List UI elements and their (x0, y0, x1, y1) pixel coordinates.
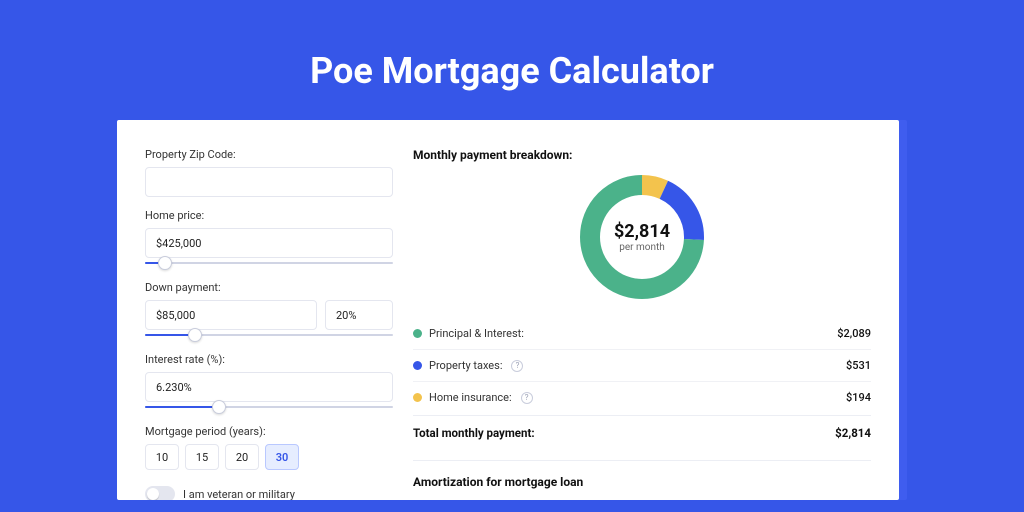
rate-slider[interactable] (145, 401, 393, 413)
zip-group: Property Zip Code: (145, 148, 393, 197)
total-label: Total monthly payment: (413, 426, 535, 440)
legend-dot-icon (413, 393, 422, 402)
legend-row-0: Principal & Interest: $2,089 (413, 318, 871, 350)
down-payment-input[interactable] (145, 300, 317, 330)
donut-wrap: $2,814 per month (413, 174, 871, 300)
legend-label: Property taxes: (429, 359, 502, 372)
down-payment-label: Down payment: (145, 281, 393, 294)
info-icon[interactable]: ? (511, 360, 523, 372)
legend-row-1: Property taxes:? $531 (413, 350, 871, 382)
veteran-toggle[interactable] (145, 486, 175, 500)
legend-dot-icon (413, 361, 422, 370)
down-payment-group: Down payment: (145, 281, 393, 341)
legend-row-2: Home insurance:? $194 (413, 382, 871, 413)
zip-label: Property Zip Code: (145, 148, 393, 161)
legend-value: $194 (846, 391, 871, 404)
info-icon[interactable]: ? (521, 392, 533, 404)
legend-label: Home insurance: (429, 391, 512, 404)
down-payment-pct-input[interactable] (325, 300, 393, 330)
home-price-slider[interactable] (145, 257, 393, 269)
calculator-card: Property Zip Code: Home price: Down paym… (117, 120, 899, 500)
period-option-15[interactable]: 15 (185, 444, 219, 470)
hero: Poe Mortgage Calculator (0, 0, 1024, 92)
breakdown-title: Monthly payment breakdown: (413, 148, 871, 162)
down-payment-slider[interactable] (145, 329, 393, 341)
home-price-label: Home price: (145, 209, 393, 222)
period-label: Mortgage period (years): (145, 425, 393, 438)
rate-group: Interest rate (%): (145, 353, 393, 413)
legend-dot-icon (413, 329, 422, 338)
home-price-group: Home price: (145, 209, 393, 269)
amortization-title: Amortization for mortgage loan (413, 475, 871, 489)
donut-center: $2,814 per month (579, 174, 705, 300)
period-option-30[interactable]: 30 (265, 444, 299, 470)
zip-input[interactable] (145, 167, 393, 197)
legend-label: Principal & Interest: (429, 327, 524, 340)
period-option-10[interactable]: 10 (145, 444, 179, 470)
rate-label: Interest rate (%): (145, 353, 393, 366)
amortization-section: Amortization for mortgage loan Amortizat… (413, 460, 871, 500)
period-options: 10152030 (145, 444, 393, 470)
amortization-body: Amortization for a mortgage loan refers … (413, 499, 871, 500)
legend: Principal & Interest: $2,089 Property taxe… (413, 318, 871, 413)
breakdown-column: Monthly payment breakdown: $2,814 per mo… (413, 148, 871, 500)
home-price-input[interactable] (145, 228, 393, 258)
total-row: Total monthly payment: $2,814 (413, 415, 871, 454)
legend-value: $531 (846, 359, 871, 372)
donut-center-value: $2,814 (614, 221, 670, 242)
page-title: Poe Mortgage Calculator (0, 50, 1024, 92)
veteran-label: I am veteran or military (183, 488, 295, 501)
form-column: Property Zip Code: Home price: Down paym… (145, 148, 393, 500)
legend-value: $2,089 (837, 327, 871, 340)
card-shadow: Property Zip Code: Home price: Down paym… (117, 120, 907, 500)
veteran-row: I am veteran or military (145, 486, 393, 500)
total-value: $2,814 (835, 426, 871, 440)
rate-input[interactable] (145, 372, 393, 402)
donut-center-sub: per month (619, 242, 665, 253)
period-option-20[interactable]: 20 (225, 444, 259, 470)
period-group: Mortgage period (years): 10152030 (145, 425, 393, 470)
donut-chart: $2,814 per month (579, 174, 705, 300)
